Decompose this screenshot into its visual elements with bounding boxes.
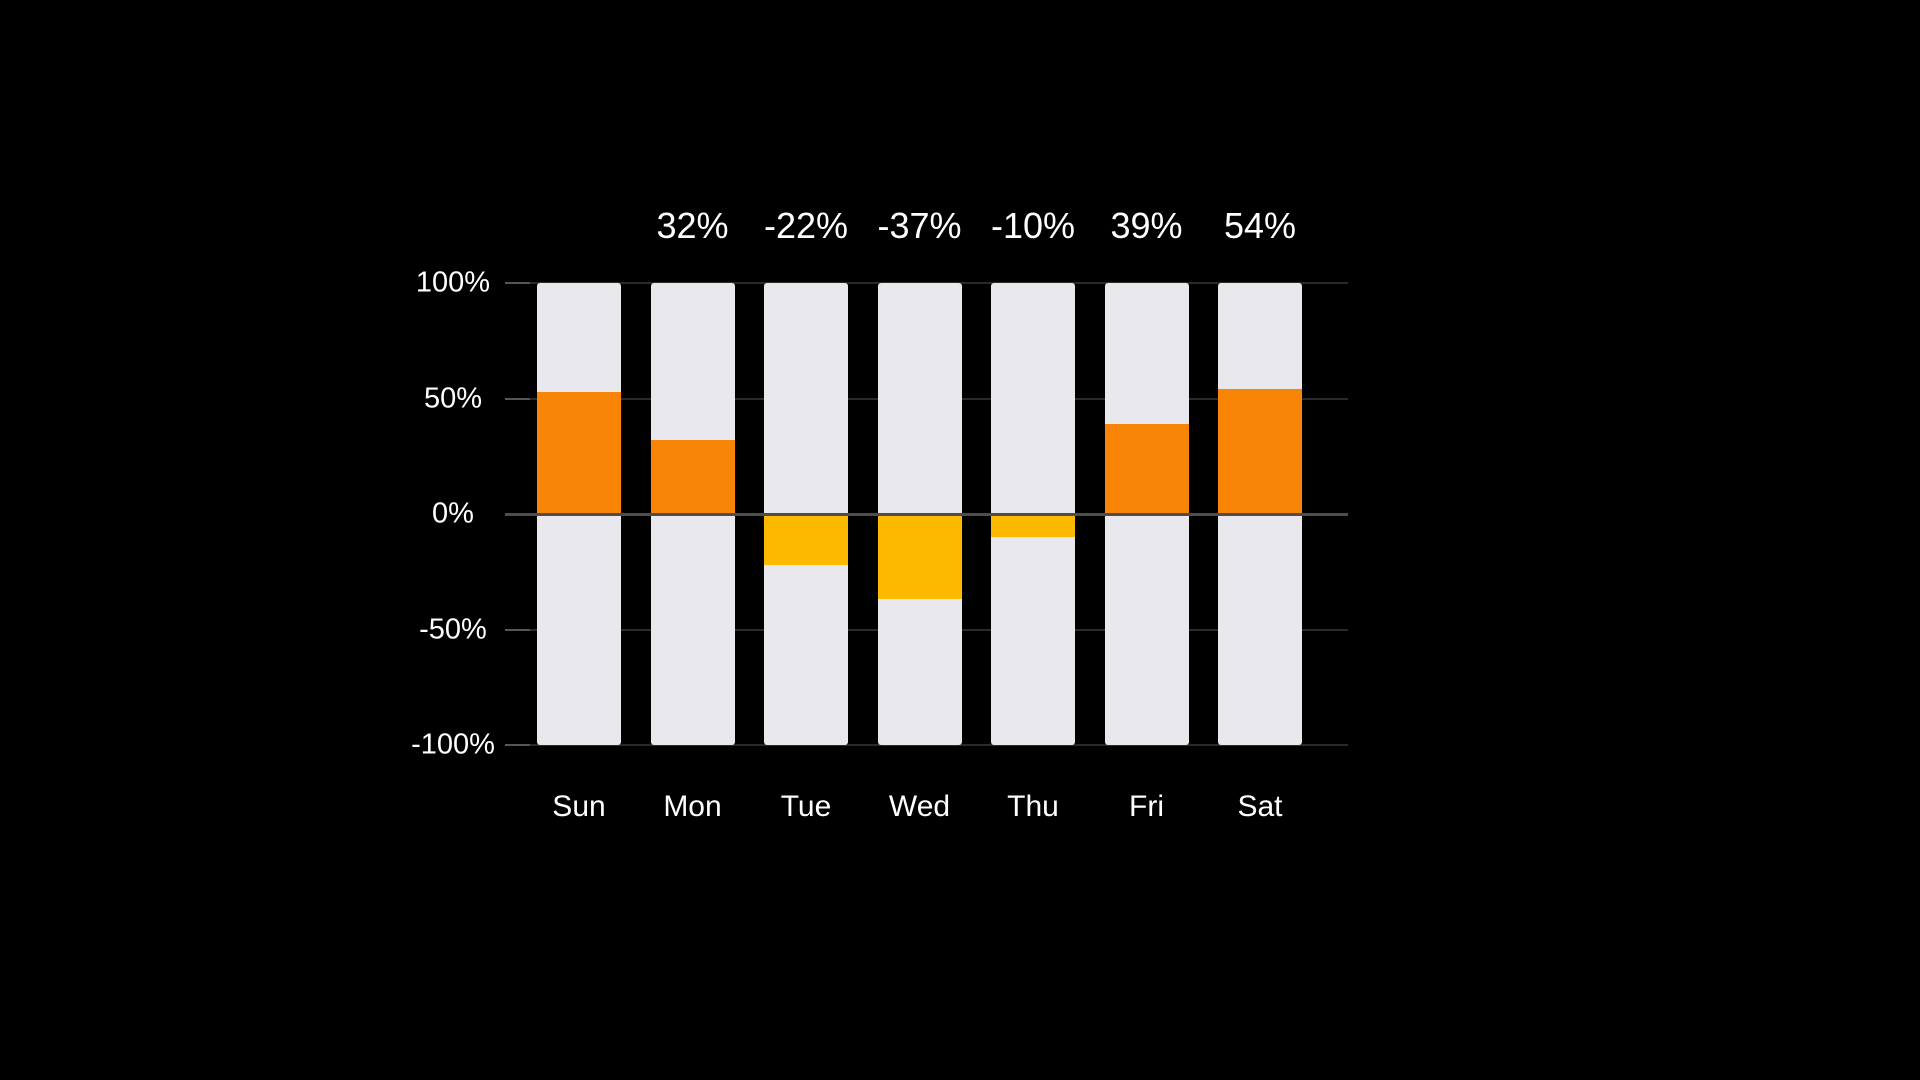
y-axis-label: -50% bbox=[419, 613, 487, 645]
bar-segment-tue bbox=[764, 514, 848, 565]
bar-value-label-fri: 39% bbox=[1110, 205, 1183, 246]
bar-segment-thu bbox=[991, 514, 1075, 538]
bar-segment-wed bbox=[877, 514, 962, 600]
y-axis-label: 100% bbox=[415, 266, 491, 299]
x-axis-label-thu: Thu bbox=[1007, 790, 1059, 823]
x-axis-label-mon: Mon bbox=[663, 790, 722, 823]
x-axis-label-fri: Fri bbox=[1129, 790, 1164, 823]
zero-axis-line bbox=[505, 512, 1348, 516]
x-axis-label-sun: Sun bbox=[552, 790, 606, 823]
y-gridline bbox=[505, 744, 1348, 746]
bar-segment-sat bbox=[1218, 389, 1302, 514]
y-axis-tick bbox=[505, 397, 530, 400]
y-axis-label: -100% bbox=[411, 728, 495, 761]
x-axis-label-tue: Tue bbox=[780, 790, 832, 823]
y-axis-label: 50% bbox=[423, 382, 483, 414]
bar-segment-sun bbox=[537, 391, 621, 514]
bar-value-label-mon: 32% bbox=[656, 205, 729, 246]
bar-segment-mon bbox=[650, 440, 735, 514]
bar-value-label-tue: -22% bbox=[763, 205, 849, 246]
y-axis-tick bbox=[505, 628, 530, 631]
bar-value-label-thu: -10% bbox=[990, 205, 1076, 246]
x-axis-label-sat: Sat bbox=[1237, 790, 1283, 823]
x-axis-label-wed: Wed bbox=[888, 790, 951, 823]
bar-segment-fri bbox=[1104, 423, 1189, 514]
y-axis-label: 0% bbox=[432, 497, 474, 530]
bar-value-label-sat: 54% bbox=[1223, 205, 1297, 246]
y-axis-tick bbox=[505, 282, 530, 284]
y-axis-tick bbox=[505, 744, 530, 746]
bar-value-label-wed: -37% bbox=[877, 205, 962, 246]
